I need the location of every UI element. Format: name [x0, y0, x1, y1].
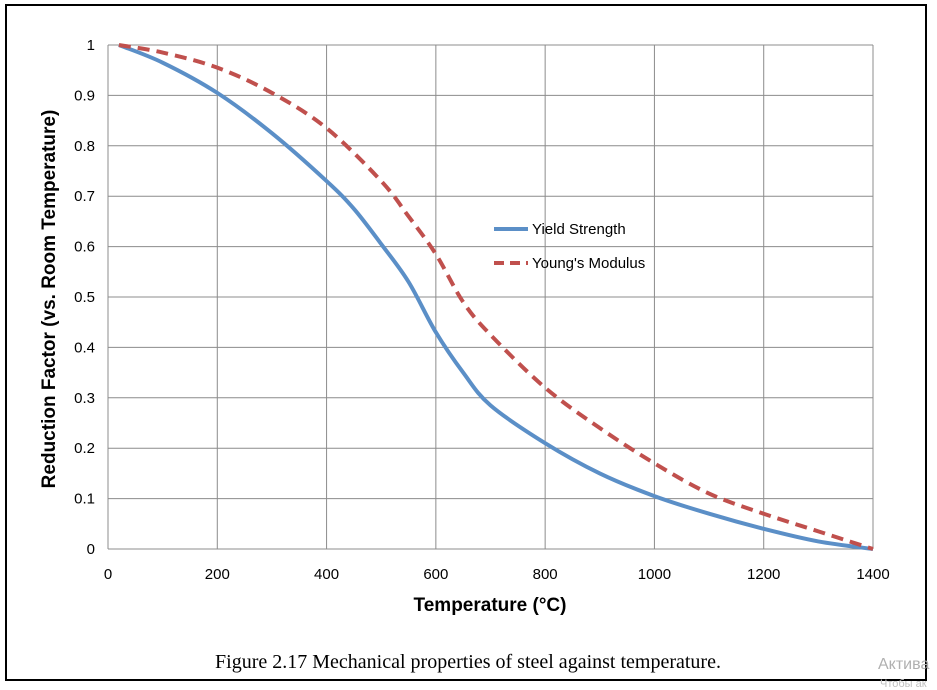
x-tick-label: 0: [104, 566, 112, 583]
y-tick-label: 0.8: [74, 138, 95, 155]
figure-frame: 0 200 400 600 800 1000 1200 1400 0 0.1 0.2 0.3 0.4 0…: [5, 4, 927, 681]
activation-watermark-sub: Чтобы ак: [880, 678, 927, 690]
legend: Yield Strength Young's Modulus: [494, 221, 645, 272]
y-tick-label: 0.3: [74, 390, 95, 407]
y-tick-label: 0: [87, 541, 95, 558]
figure-caption: Figure 2.17 Mechanical properties of ste…: [215, 651, 721, 673]
activation-watermark: Актива: [878, 656, 930, 673]
chart: 0 200 400 600 800 1000 1200 1400 00.10.20.30.40…: [39, 37, 890, 616]
x-tick-label: 1200: [747, 566, 780, 583]
x-tick-labels: 0 200 400 600 800 1000 1200 1400: [104, 566, 890, 583]
y-tick-labels: 0 0.1 0.2 0.3 0.4 0.5 0.6 0.7 0.8 0.9 1: [74, 37, 95, 558]
y-tick-label: 0.2: [74, 440, 95, 457]
y-tick-label: 0.9: [74, 87, 95, 104]
y-tick-label: 0.7: [74, 188, 95, 205]
legend-label: Young's Modulus: [532, 255, 645, 272]
x-tick-label: 200: [205, 566, 230, 583]
legend-label: Yield Strength: [532, 221, 626, 238]
x-tick-label: 1400: [856, 566, 889, 583]
series-line-yield-strength: [118, 43, 874, 551]
y-tick-label: 0.5: [74, 289, 95, 306]
x-tick-label: 600: [423, 566, 448, 583]
x-tick-label: 1000: [638, 566, 671, 583]
y-tick-label: 0.6: [74, 239, 95, 256]
grid: [107, 44, 874, 550]
x-tick-label: 800: [533, 566, 558, 583]
x-tick-label: 400: [314, 566, 339, 583]
series-lines: [118, 43, 874, 551]
y-tick-label: 0.1: [74, 491, 95, 508]
y-tick-label: 0.4: [74, 339, 95, 356]
x-axis-label: Temperature (°C): [414, 595, 567, 616]
y-axis-label: Reduction Factor (vs. Room Temperature): [39, 110, 60, 489]
y-tick-label: 1: [87, 37, 95, 54]
